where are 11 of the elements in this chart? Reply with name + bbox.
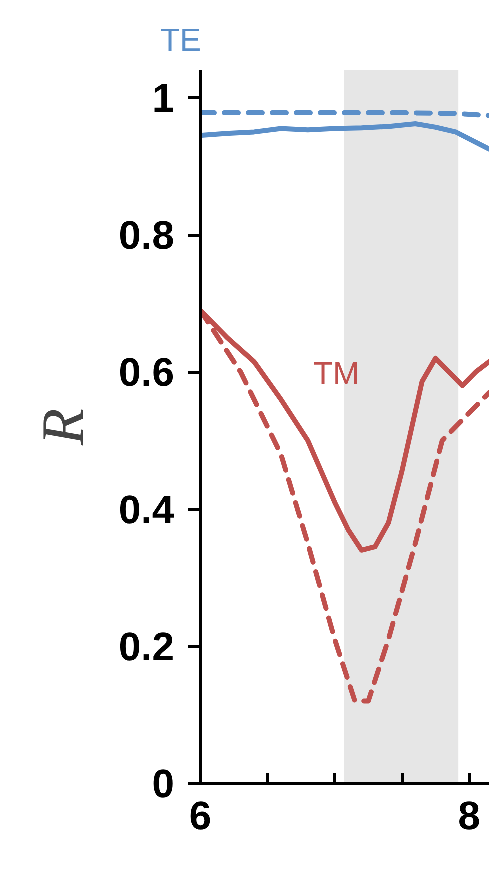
y-tick-label: 0.2 bbox=[118, 625, 175, 670]
y-tick-label: 1 bbox=[152, 76, 175, 121]
text: TE bbox=[160, 22, 202, 58]
annotation: TM bbox=[314, 356, 360, 392]
y-tick-label: 0.6 bbox=[118, 351, 175, 396]
x-tick-label: 6 bbox=[189, 794, 212, 838]
y-tick-label: 0 bbox=[152, 762, 175, 806]
y-tick-label: 0.4 bbox=[118, 488, 176, 532]
y-tick-label: 0.8 bbox=[118, 214, 175, 258]
y-axis-title: R bbox=[30, 408, 96, 446]
x-tick-label: 8 bbox=[458, 794, 480, 838]
